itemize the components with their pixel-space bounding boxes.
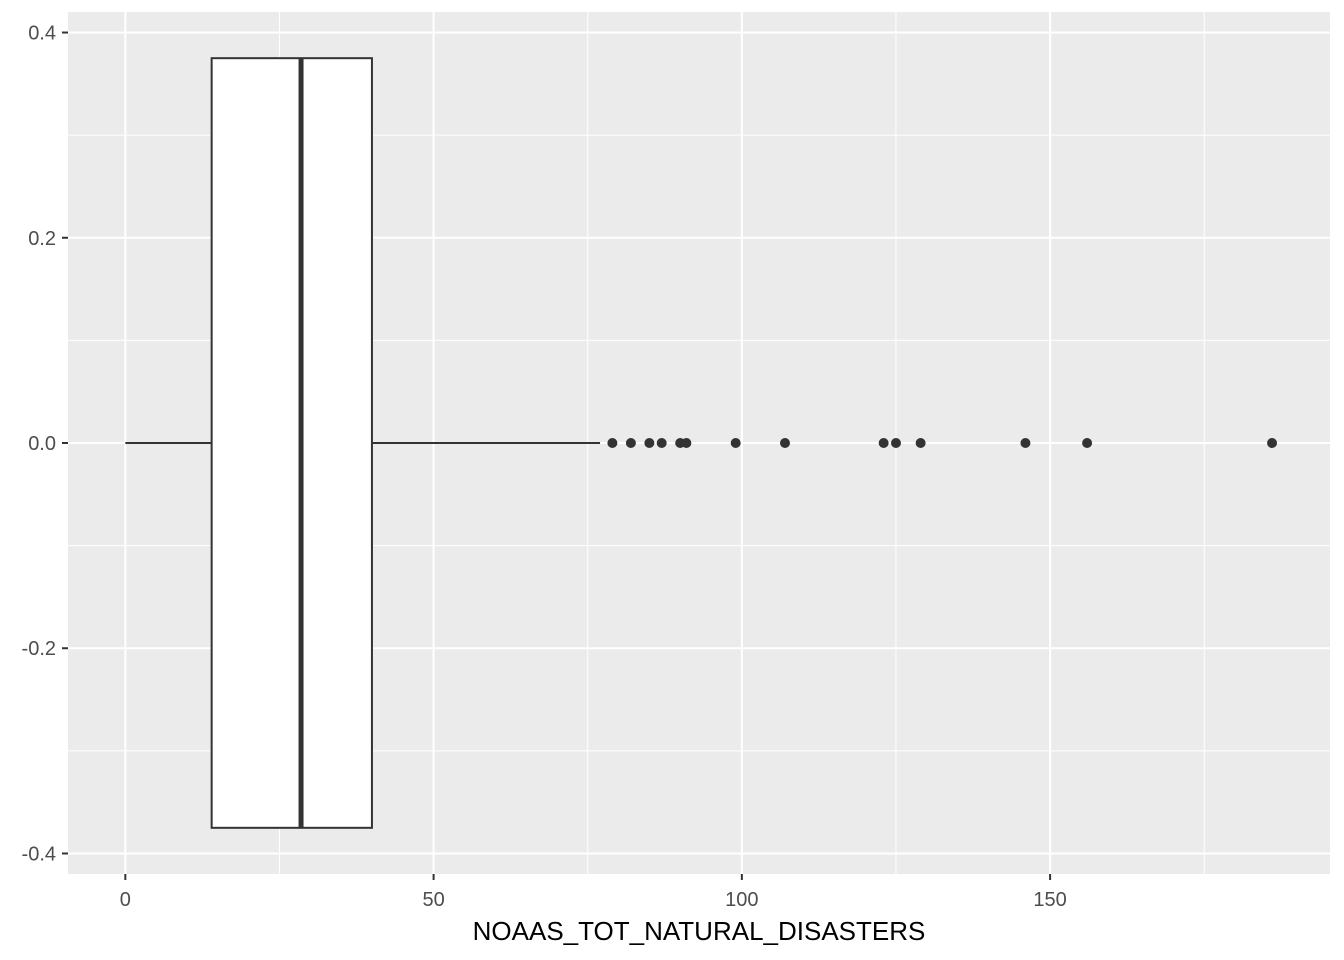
outlier-point — [681, 438, 692, 448]
outlier-point — [890, 438, 901, 448]
outlier-point — [1267, 438, 1278, 448]
x-tick-label: 50 — [422, 889, 444, 911]
outliers — [607, 438, 1278, 448]
x-tick-label: 150 — [1033, 889, 1066, 911]
y-tick-label: -0.4 — [22, 843, 56, 865]
y-tick-label: 0.0 — [28, 433, 56, 455]
x-tick-label: 100 — [725, 889, 758, 911]
outlier-point — [878, 438, 889, 448]
outlier-point — [915, 438, 926, 448]
y-tick-label: 0.2 — [28, 228, 56, 250]
outlier-point — [1082, 438, 1093, 448]
outlier-point — [656, 438, 667, 448]
interquartile-box — [210, 57, 373, 829]
boxplot — [125, 57, 601, 829]
outlier-point — [625, 438, 636, 448]
outlier-point — [730, 438, 741, 448]
y-axis: -0.4 -0.2 0.0 0.2 0.4 — [22, 23, 68, 865]
outlier-point — [780, 438, 791, 448]
outlier-point — [1020, 438, 1031, 448]
x-axis: 0 50 100 150 — [120, 874, 1067, 911]
outlier-point — [607, 438, 618, 448]
y-tick-label: 0.4 — [28, 23, 56, 45]
outlier-point — [644, 438, 655, 448]
y-tick-label: -0.2 — [22, 638, 56, 660]
x-axis-title: NOAAS_TOT_NATURAL_DISASTERS — [473, 916, 926, 946]
x-tick-label: 0 — [120, 889, 131, 911]
